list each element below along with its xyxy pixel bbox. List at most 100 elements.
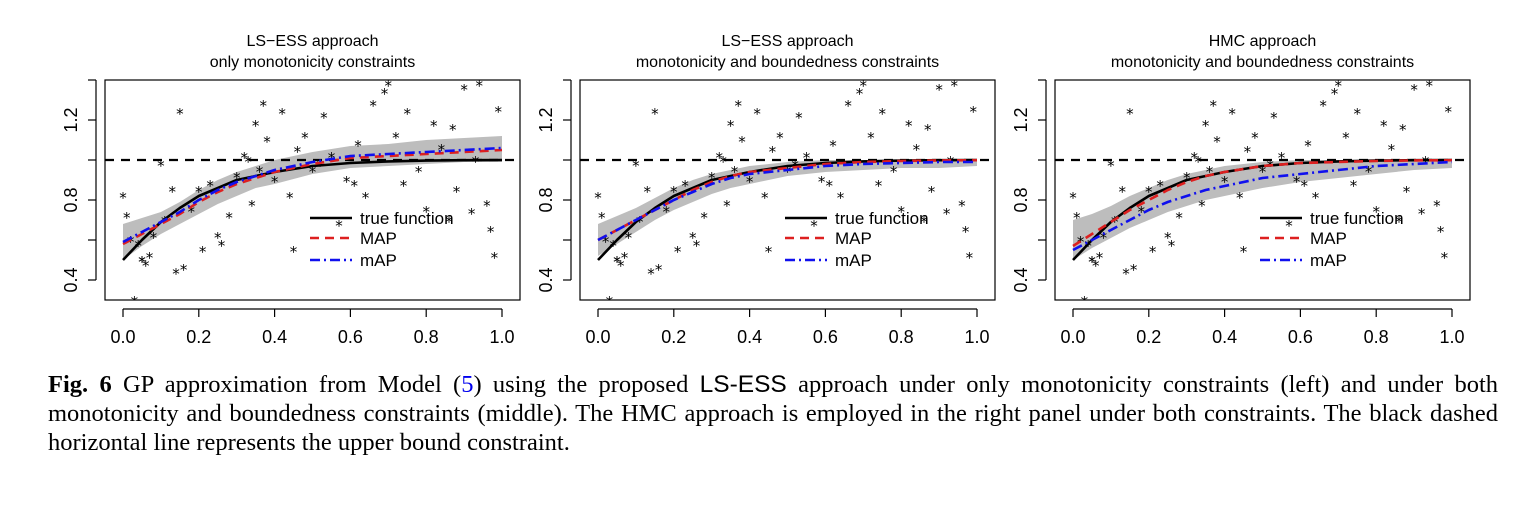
mapx-line <box>1072 160 1453 252</box>
observation-point: * <box>825 177 833 195</box>
observation-point: * <box>1304 137 1312 155</box>
observation-point: * <box>1137 203 1145 221</box>
x-tick-label: 0.0 <box>110 327 135 347</box>
observation-point: * <box>1130 261 1138 279</box>
x-tick-label: 1.0 <box>1439 327 1464 347</box>
confidence-band <box>123 136 502 260</box>
x-tick-label: 0.8 <box>889 327 914 347</box>
observation-point: * <box>248 197 256 215</box>
observation-point: * <box>476 77 484 95</box>
plot-frame <box>104 79 521 301</box>
observation-point: * <box>1209 97 1217 115</box>
observation-point: * <box>218 237 226 255</box>
observation-point: * <box>879 105 887 123</box>
y-tick-label: 0.8 <box>61 187 81 212</box>
observation-point: * <box>670 183 678 201</box>
observation-point: * <box>723 197 731 215</box>
observation-point: * <box>784 163 792 181</box>
observation-point: * <box>449 121 457 139</box>
observation-point: * <box>753 105 761 123</box>
observation-point: * <box>1206 163 1214 181</box>
map-line <box>597 158 978 242</box>
x-tick-label: 0.8 <box>1364 327 1389 347</box>
observation-point: * <box>146 249 154 267</box>
caption-text-3: approach under only monotonicity constra… <box>48 371 1499 456</box>
observation-point: * <box>719 153 727 171</box>
observation-point: * <box>157 157 165 175</box>
observation-point: * <box>1168 237 1176 255</box>
observation-point: * <box>966 249 974 267</box>
y-tick-label: 0.4 <box>536 267 556 292</box>
observation-point: * <box>609 237 617 255</box>
observation-point: * <box>1183 169 1191 187</box>
observation-point: * <box>1213 133 1221 151</box>
y-tick-label: 1.2 <box>1011 107 1031 132</box>
map-line <box>122 148 503 246</box>
plot-area: ********************************* * ******… <box>105 69 520 311</box>
observation-point: * <box>1357 65 1365 83</box>
observation-point: * <box>138 253 146 271</box>
observation-point: * <box>1437 223 1445 241</box>
plot-area: ********************************* * ******… <box>1055 65 1470 311</box>
observation-point: * <box>924 121 932 139</box>
observation-point: * <box>494 103 502 121</box>
observation-point: * <box>598 209 606 227</box>
observation-point: * <box>278 105 286 123</box>
observation-point: * <box>1081 293 1089 311</box>
observation-point: * <box>430 117 438 135</box>
observation-point: * <box>1194 153 1202 171</box>
observation-point: * <box>1380 117 1388 135</box>
observation-point: * <box>606 293 614 311</box>
observation-point: * <box>1433 197 1441 215</box>
observation-point: * <box>271 173 279 191</box>
observation-point: * <box>1164 229 1172 247</box>
observation-point: * <box>244 153 252 171</box>
observation-point: * <box>1312 189 1320 207</box>
observation-point: * <box>301 129 309 147</box>
observation-point: * <box>621 249 629 267</box>
observation-point: * <box>1069 189 1077 207</box>
x-tick-label: 1.0 <box>489 327 514 347</box>
y-axis: 0.4 0.8 1.2 <box>536 79 572 293</box>
observation-point: * <box>1372 203 1380 221</box>
panel-2: LS−ESS approach monotonicity and boundedn… <box>536 33 996 347</box>
x-tick-label: 0.4 <box>1212 327 1237 347</box>
mapx-line <box>122 146 503 244</box>
observation-point: * <box>935 81 943 99</box>
map-line <box>1072 158 1453 248</box>
observation-point: * <box>491 249 499 267</box>
observation-point: * <box>1145 183 1153 201</box>
observation-point: * <box>1073 209 1081 227</box>
observation-point: * <box>795 109 803 127</box>
observation-point: * <box>343 173 351 191</box>
caption-method: LS-ESS <box>699 371 787 398</box>
caption-ref-link[interactable]: 5 <box>461 371 474 398</box>
observation-point: * <box>195 183 203 201</box>
observation-point: * <box>347 69 355 87</box>
observation-point: * <box>233 169 241 187</box>
observation-point: * <box>1293 173 1301 191</box>
observation-point: * <box>1156 177 1164 195</box>
observation-point: * <box>644 183 652 201</box>
observation-point: * <box>897 203 905 221</box>
observation-point: * <box>1300 177 1308 195</box>
observation-point: * <box>1331 85 1339 103</box>
observation-point: * <box>131 293 139 311</box>
observation-point: * <box>445 213 453 231</box>
observation-point: * <box>928 183 936 201</box>
observation-point: * <box>958 197 966 215</box>
observation-point: * <box>602 233 610 251</box>
legend-label: mAP <box>360 251 397 270</box>
observation-point: * <box>214 229 222 247</box>
x-tick-label: 0.0 <box>585 327 610 347</box>
observation-point: * <box>225 209 233 227</box>
observation-point: * <box>1365 163 1373 181</box>
observation-point: * <box>882 65 890 83</box>
observation-point: * <box>381 85 389 103</box>
observation-point: * <box>1084 237 1092 255</box>
observation-point: * <box>1088 253 1096 271</box>
observation-point: * <box>241 149 249 167</box>
observation-point: * <box>369 97 377 115</box>
observation-point: * <box>738 133 746 151</box>
